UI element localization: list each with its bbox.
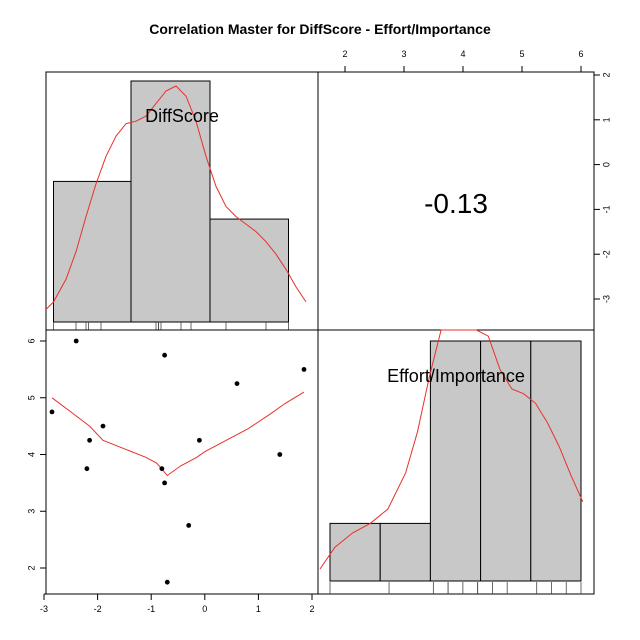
axis-right-tick-label: -3 [601,295,611,303]
variable-label-effort: Effort/Importance [387,366,525,386]
axis-left-tick-label: 6 [26,338,36,343]
scatter-point [162,352,168,358]
panel-top-left: DiffScore [45,71,319,331]
axis-right: -3 -2 -1 0 1 2 [593,72,611,303]
chart-title: Correlation Master for DiffScore - Effor… [149,21,491,37]
axis-bottom-tick-label: -1 [147,604,155,614]
panel-top-right: -0.13 [317,71,595,331]
axis-bottom-tick-label: 1 [256,604,261,614]
scatter-point [234,381,240,386]
axis-left-tick-label: 4 [26,452,36,457]
scatter-point [197,437,202,443]
axis-left-tick-label: 2 [26,565,36,570]
scatter-point [87,437,92,443]
scatter-point [84,466,90,472]
scatter-point [186,523,192,528]
effort-density-curve [319,329,584,570]
axis-left-tick-label: 3 [26,509,36,514]
axis-top-tick-label: 3 [401,49,406,59]
scatter-point [301,367,307,372]
effort-hist-bar [530,340,582,582]
variable-label-diffscore: DiffScore [145,106,219,126]
effort-hist-bar [379,522,431,582]
diffscore-hist-bar [53,180,132,323]
effort-hist-bar [480,340,532,582]
diffscore-hist-bar [209,218,289,323]
axis-right-tick-label: 0 [601,162,611,167]
effort-rug [329,582,582,594]
scatter-point [277,452,283,457]
scatter-smooth-line [51,391,305,477]
axis-right-tick-label: 2 [601,72,611,77]
axis-bottom-tick-label: -3 [40,604,48,614]
axis-top-tick-label: 2 [342,49,347,59]
effort-hist-bar [429,340,482,582]
axis-top: 2 3 4 5 6 [342,49,584,73]
axis-top-tick-label: 5 [519,49,524,59]
scatter-point [162,480,168,486]
scatter-point [164,579,170,585]
axis-top-tick-label: 6 [578,49,583,59]
diffscore-rug [53,322,289,330]
scatter-points [49,338,307,585]
effort-hist-bars [329,340,582,582]
correlation-value: -0.13 [424,188,488,219]
effort-hist-bar [329,522,381,582]
panel-bottom-right: Effort/Importance [317,329,595,595]
axis-bottom-tick-label: 2 [309,604,314,614]
panel-frame-bottom-left [45,329,319,595]
diffscore-hist-bar [130,80,211,323]
axis-top-tick-label: 4 [460,49,465,59]
diffscore-hist-bars [53,80,289,323]
axis-left: 2 3 4 5 6 [26,338,47,571]
axis-bottom-tick-label: 0 [202,604,207,614]
panel-bottom-left [45,329,319,595]
axis-left-tick-label: 5 [26,395,36,400]
diffscore-density-curve [45,85,307,310]
axis-right-tick-label: -2 [601,250,611,258]
scatter-point [73,338,79,344]
axis-bottom-tick-label: -2 [94,604,102,614]
scatter-point [159,466,165,472]
axis-right-tick-label: 1 [601,117,611,122]
scatter-point [100,423,106,429]
axis-right-tick-label: -1 [601,205,611,213]
axis-bottom: -3 -2 -1 0 1 2 [40,593,315,614]
scatter-point [49,409,55,415]
